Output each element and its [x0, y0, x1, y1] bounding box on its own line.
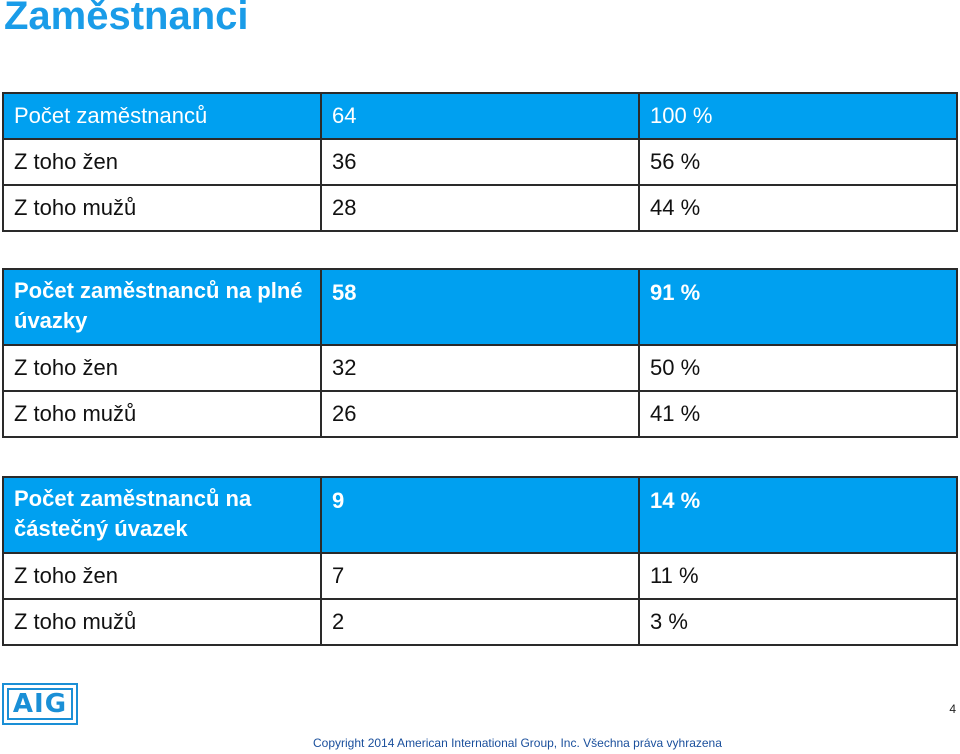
table-row-part-time: Počet zaměstnanců na částečný úvazek 9 1… [2, 476, 958, 554]
row-percent: 44 % [638, 184, 958, 232]
row-label: Z toho mužů [2, 184, 322, 232]
row-count: 2 [320, 598, 640, 646]
table-row-women: Z toho žen 36 56 % [2, 138, 958, 186]
total-employees-table: Počet zaměstnanců 64 100 % Z toho žen 36… [2, 92, 958, 232]
aig-logo-text: AIG [7, 688, 73, 720]
row-count: 7 [320, 552, 640, 600]
table-row-women: Z toho žen 7 11 % [2, 552, 958, 600]
table-row-women: Z toho žen 32 50 % [2, 344, 958, 392]
aig-logo: AIG [2, 683, 78, 725]
row-count: 64 [320, 92, 640, 140]
page-number: 4 [949, 702, 956, 716]
table-row-total: Počet zaměstnanců 64 100 % [2, 92, 958, 140]
row-label: Počet zaměstnanců [2, 92, 322, 140]
row-percent: 91 % [638, 268, 958, 346]
row-percent: 3 % [638, 598, 958, 646]
row-label: Z toho žen [2, 552, 322, 600]
row-percent: 14 % [638, 476, 958, 554]
part-time-table: Počet zaměstnanců na částečný úvazek 9 1… [2, 476, 958, 646]
row-label: Z toho mužů [2, 390, 322, 438]
row-count: 58 [320, 268, 640, 346]
row-percent: 41 % [638, 390, 958, 438]
copyright-notice: Copyright 2014 American International Gr… [313, 736, 722, 750]
row-count: 28 [320, 184, 640, 232]
row-label: Z toho žen [2, 138, 322, 186]
row-count: 26 [320, 390, 640, 438]
table-row-full-time: Počet zaměstnanců na plné úvazky 58 91 % [2, 268, 958, 346]
row-label: Z toho žen [2, 344, 322, 392]
row-count: 36 [320, 138, 640, 186]
table-row-men: Z toho mužů 2 3 % [2, 598, 958, 646]
row-label: Z toho mužů [2, 598, 322, 646]
page-title: Zaměstnanci [4, 0, 249, 38]
row-percent: 11 % [638, 552, 958, 600]
row-label: Počet zaměstnanců na částečný úvazek [2, 476, 322, 554]
row-count: 9 [320, 476, 640, 554]
table-row-men: Z toho mužů 26 41 % [2, 390, 958, 438]
full-time-table: Počet zaměstnanců na plné úvazky 58 91 %… [2, 268, 958, 438]
row-percent: 50 % [638, 344, 958, 392]
row-percent: 56 % [638, 138, 958, 186]
row-percent: 100 % [638, 92, 958, 140]
table-row-men: Z toho mužů 28 44 % [2, 184, 958, 232]
row-label: Počet zaměstnanců na plné úvazky [2, 268, 322, 346]
row-count: 32 [320, 344, 640, 392]
